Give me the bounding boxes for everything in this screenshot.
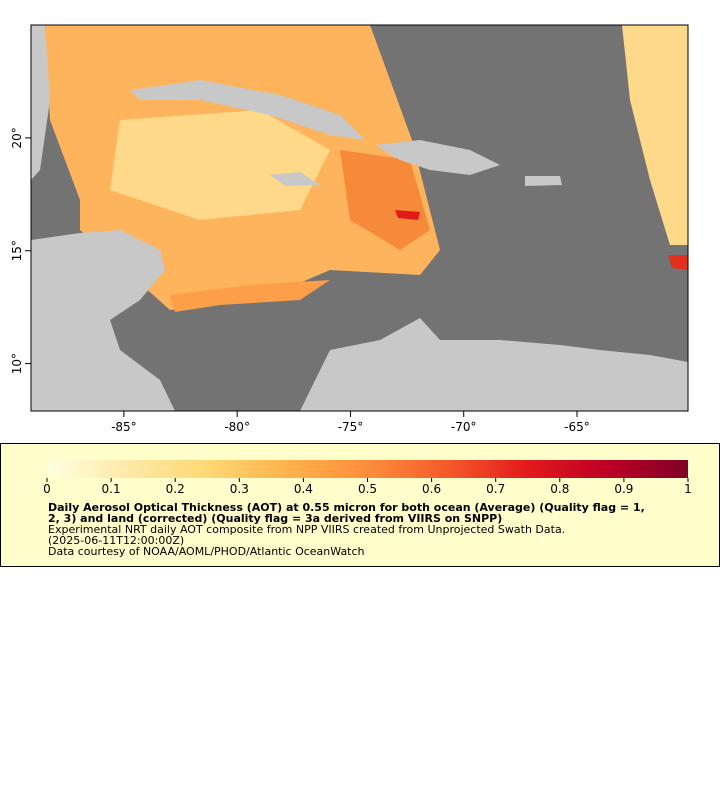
land bbox=[130, 80, 365, 140]
aot-peak bbox=[668, 255, 688, 270]
legend-title: Daily Aerosol Optical Thickness (AOT) at… bbox=[48, 501, 645, 514]
y-tick-label: 10° bbox=[10, 353, 24, 374]
land bbox=[31, 25, 50, 180]
land bbox=[525, 176, 562, 186]
colorbar-tick-label: 0.5 bbox=[358, 482, 377, 496]
y-tick-label: 15° bbox=[10, 240, 24, 261]
land bbox=[31, 230, 175, 411]
x-tick-label: -70° bbox=[451, 420, 477, 434]
colorbar-tick-label: 0.9 bbox=[614, 482, 633, 496]
colorbar-tick-label: 0.7 bbox=[486, 482, 505, 496]
legend-line: Data courtesy of NOAA/AOML/PHOD/Atlantic… bbox=[48, 545, 365, 558]
colorbar-tick-label: 1 bbox=[684, 482, 692, 496]
x-tick-label: -65° bbox=[564, 420, 590, 434]
colorbar-tick-label: 0.6 bbox=[422, 482, 441, 496]
x-tick-label: -85° bbox=[111, 420, 137, 434]
legend-title: 2, 3) and land (corrected) (Quality flag… bbox=[48, 512, 502, 525]
colorbar-tick-label: 0.8 bbox=[550, 482, 569, 496]
colorbar-tick-label: 0.3 bbox=[230, 482, 249, 496]
legend-line: (2025-06-11T12:00:00Z) bbox=[48, 534, 184, 547]
aot-band bbox=[170, 280, 330, 312]
colorbar bbox=[47, 460, 688, 478]
legend-text: Daily Aerosol Optical Thickness (AOT) at… bbox=[48, 501, 645, 558]
legend-line: Experimental NRT daily AOT composite fro… bbox=[48, 523, 565, 536]
map-area bbox=[31, 25, 688, 411]
aot-swath bbox=[622, 25, 688, 245]
plot-frame bbox=[30, 24, 689, 412]
aot-peak bbox=[395, 210, 420, 220]
land bbox=[375, 140, 500, 175]
x-tick-label: -75° bbox=[338, 420, 364, 434]
aot-low-area bbox=[110, 110, 330, 220]
land bbox=[300, 318, 688, 411]
x-tick-label: -80° bbox=[224, 420, 250, 434]
colorbar-tick-label: 0 bbox=[43, 482, 51, 496]
aot-high-area bbox=[340, 150, 430, 250]
colorbar-tick-label: 0.1 bbox=[102, 482, 121, 496]
land bbox=[270, 172, 320, 186]
y-tick-label: 20° bbox=[10, 127, 24, 148]
colorbar-tick-label: 0.2 bbox=[166, 482, 185, 496]
colorbar-tick-label: 0.4 bbox=[294, 482, 313, 496]
